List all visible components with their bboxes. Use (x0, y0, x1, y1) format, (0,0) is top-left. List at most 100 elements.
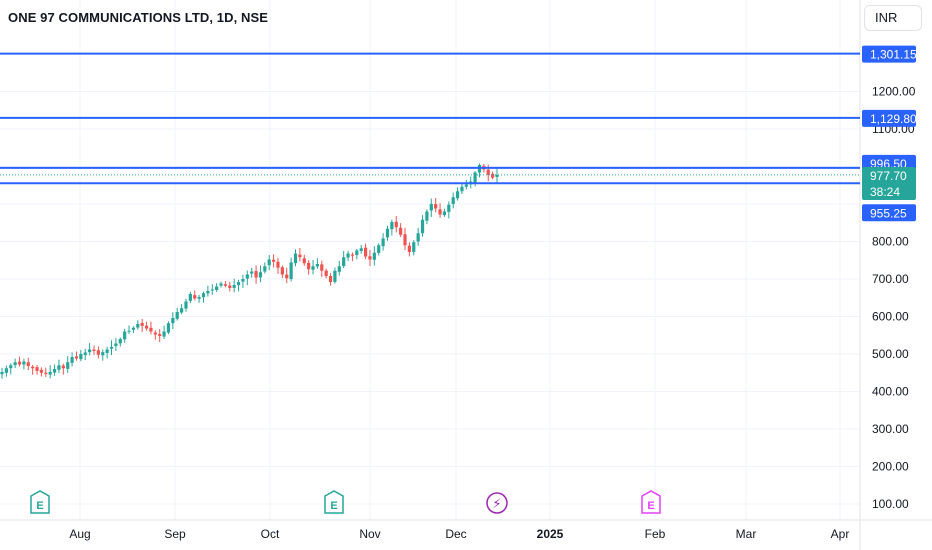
candle-body (92, 349, 96, 351)
candle-body (70, 357, 74, 363)
level-price-label-bg (862, 109, 916, 127)
candle-body (302, 258, 306, 264)
candle-body (144, 325, 149, 329)
y-tick-label: 500.00 (872, 347, 909, 361)
event-split-label: ⚡ (492, 497, 501, 512)
candle-body (250, 271, 254, 274)
candle-body (31, 366, 35, 369)
candle-body (0, 372, 4, 375)
candle-body (109, 346, 114, 349)
candle-body (201, 293, 206, 298)
candle-body (491, 173, 495, 178)
candle-body (372, 252, 376, 260)
event-earnings-icon (30, 490, 50, 514)
candle-body (118, 339, 122, 344)
candle-body (381, 238, 385, 247)
x-tick-label: Aug (69, 527, 90, 541)
candle-body (254, 271, 258, 278)
candle-body (407, 245, 411, 252)
candle-body (451, 197, 455, 205)
candle-body (184, 301, 188, 309)
candle-body (363, 247, 368, 257)
candle-body (464, 184, 468, 187)
last-price-label: 977.70 (870, 169, 907, 183)
candle-body (416, 233, 420, 242)
candle-body (425, 211, 429, 221)
candle-body (267, 259, 271, 266)
candle-body (434, 204, 438, 209)
candle-body (162, 331, 166, 337)
candle-body (74, 356, 79, 359)
candle-body (123, 331, 127, 340)
candle-body (140, 322, 144, 326)
candle-body (298, 254, 302, 258)
x-tick-label: 2025 (537, 527, 564, 541)
candle-body (438, 209, 442, 215)
candle-body (307, 262, 311, 270)
last-price-label-bg (862, 167, 916, 200)
candle-body (228, 285, 232, 288)
event-earnings-icon (324, 490, 344, 514)
candle-body (105, 349, 109, 353)
candle-body (271, 259, 276, 262)
candle-body (149, 327, 153, 332)
candle-body (26, 362, 30, 366)
candle-body (48, 372, 52, 375)
candle-body (258, 272, 263, 278)
candle-body (13, 362, 17, 366)
candle-body (429, 204, 433, 211)
candle-body (79, 354, 83, 360)
candle-body (210, 289, 214, 291)
level-price-label: 1,129.80 (870, 112, 917, 126)
candle-body (276, 261, 280, 268)
candle-body (350, 254, 355, 256)
currency-selector[interactable]: INR (864, 5, 922, 31)
candle-body (455, 191, 460, 199)
candle-body (368, 256, 372, 260)
candle-body (412, 242, 416, 252)
candle-body (39, 369, 44, 373)
x-tick-label: Mar (736, 527, 757, 541)
candle-body (206, 291, 210, 294)
x-tick-label: Nov (359, 527, 380, 541)
candle-body (175, 312, 179, 319)
candle-body (101, 352, 105, 356)
candle-body (495, 174, 499, 177)
candle-body (293, 253, 298, 264)
candle-body (44, 372, 48, 374)
candle-body (285, 274, 289, 279)
candle-body (215, 286, 219, 291)
event-earnings-icon (641, 490, 661, 514)
level-price-label: 1,301.15 (870, 48, 917, 62)
candle-body (57, 365, 61, 370)
candle-body (394, 221, 398, 228)
y-tick-label: 600.00 (872, 310, 909, 324)
candle-body (219, 283, 223, 286)
candle-body (245, 274, 249, 279)
candle-body (9, 365, 13, 369)
candle-body (96, 350, 100, 355)
candle-body (88, 349, 92, 353)
y-tick-label: 300.00 (872, 422, 909, 436)
candle-body (136, 324, 140, 328)
x-tick-label: Sep (164, 527, 186, 541)
x-tick-label: Dec (445, 527, 466, 541)
event-split-icon (486, 492, 508, 514)
candle-body (337, 266, 341, 272)
candle-body (180, 308, 184, 313)
candle-body (158, 334, 162, 336)
candle-body (114, 343, 118, 347)
candle-body (35, 367, 39, 371)
candle-body (4, 368, 8, 373)
candle-body (486, 169, 490, 175)
candle-body (289, 262, 293, 280)
candle-body (263, 266, 267, 272)
candle-body (223, 284, 228, 286)
event-earnings-label: E (36, 500, 43, 512)
candle-body (83, 352, 87, 356)
y-tick-label: 400.00 (872, 385, 909, 399)
candle-body (460, 186, 464, 192)
candle-body (355, 250, 359, 255)
candle-body (171, 318, 175, 324)
